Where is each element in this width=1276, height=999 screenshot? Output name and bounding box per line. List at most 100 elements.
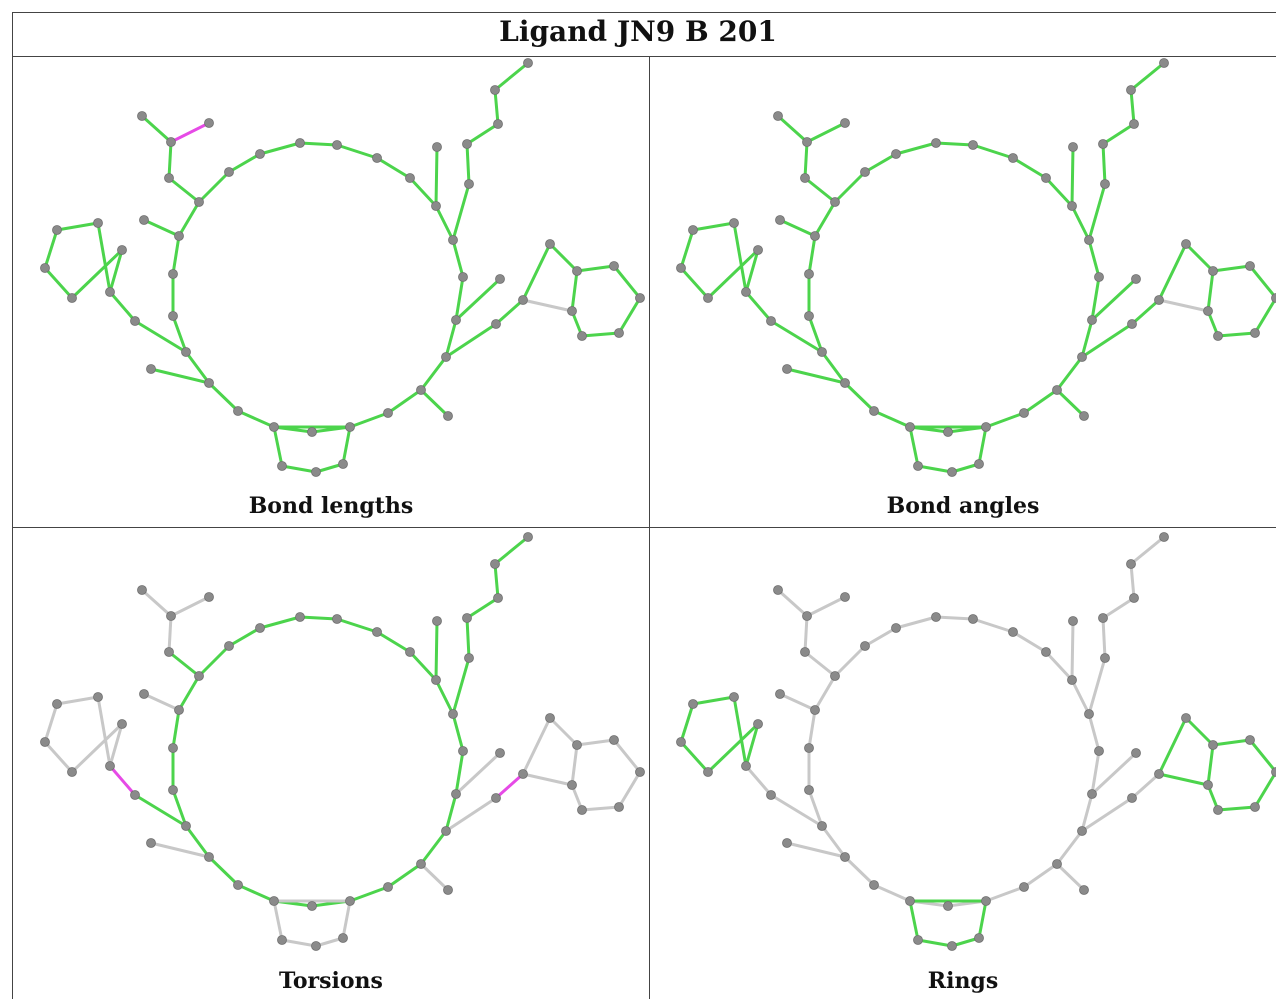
- rings-atom-t2: [1098, 613, 1108, 623]
- rings-atom-r16: [840, 852, 850, 862]
- bond-angles-atom-p3: [974, 459, 984, 469]
- rings-bond-i3-i4: [1206, 743, 1215, 787]
- bond-lengths-bond-r9-m2: [444, 322, 498, 359]
- rings-bond-i7-i8: [1216, 805, 1257, 812]
- bond-lengths-atom-r12: [345, 422, 355, 432]
- caption-bond-angles: Bond angles: [886, 493, 1040, 519]
- title-divider: [12, 56, 1276, 57]
- bond-angles-atom-i3: [1208, 266, 1218, 276]
- rings-bond-r23-r1: [894, 615, 938, 630]
- rings-bond-r7-r8: [1090, 749, 1101, 796]
- bond-lengths-bond-i1-i2: [521, 242, 552, 302]
- torsions-atom-r6: [448, 709, 458, 719]
- bond-lengths-atom-f6x: [117, 245, 127, 255]
- rings-bond-p3-r12: [977, 899, 988, 940]
- bond-angles-atom-f6x: [753, 245, 763, 255]
- bond-angles-atom-s1: [800, 173, 810, 183]
- bond-angles-bond-p3-r12: [977, 425, 988, 466]
- bond-lengths-atom-p1: [277, 461, 287, 471]
- rings-atom-p1: [913, 935, 923, 945]
- bond-lengths-atom-s2: [166, 137, 176, 147]
- bond-lengths-bond-r16-m5: [149, 367, 211, 385]
- bond-angles-atom-m5: [782, 364, 792, 374]
- torsions-bond-f5-f6x: [70, 722, 124, 774]
- torsions-bond-r19-r20: [171, 708, 181, 750]
- rings-bond-s2-s4: [805, 595, 847, 618]
- bond-lengths-atom-i6: [635, 293, 645, 303]
- torsions-bond-r8-m1: [454, 751, 502, 796]
- bond-lengths-atom-f4: [40, 263, 50, 273]
- torsions-bond-r10-r11: [386, 862, 423, 889]
- rings-bond-f1-f2: [732, 695, 748, 768]
- torsions-bond-r17-r18: [171, 788, 188, 828]
- bond-angles-bond-r6-t3: [1087, 182, 1107, 242]
- bond-lengths-atom-r13: [307, 427, 317, 437]
- bond-angles-bond-i6-i7: [1253, 296, 1276, 335]
- torsions-atom-r18: [168, 785, 178, 795]
- bond-lengths-atom-r6: [448, 235, 458, 245]
- rings-atom-t1: [1068, 616, 1078, 626]
- rings-atom-r2: [968, 614, 978, 624]
- rings-bond-i6-i7: [1253, 770, 1276, 809]
- bond-lengths-bond-s1-s2: [167, 140, 173, 180]
- bond-angles-bond-t5-t6: [1129, 61, 1166, 92]
- bond-lengths-bond-i4-i1: [521, 298, 574, 313]
- rings-atom-i6: [1271, 767, 1276, 777]
- bond-lengths-bond-f4-f5: [43, 266, 74, 300]
- bond-angles-atom-r16: [840, 378, 850, 388]
- bond-lengths-atom-t6: [523, 58, 533, 68]
- rings-atom-i3: [1208, 740, 1218, 750]
- bond-lengths-atom-m3: [443, 411, 453, 421]
- bond-lengths-atom-r18: [168, 311, 178, 321]
- bond-lengths-atom-r3: [372, 153, 382, 163]
- torsions-bond-r5-r6: [434, 678, 455, 716]
- rings-atom-s2: [802, 611, 812, 621]
- bond-lengths-bond-r20-m4: [142, 218, 181, 238]
- torsions-bond-r17-b1: [133, 793, 188, 828]
- torsions-atom-m2: [491, 793, 501, 803]
- bond-angles-atom-t4: [1129, 119, 1139, 129]
- torsions-bond-i1-i2: [521, 716, 552, 776]
- bond-lengths-atom-r4: [405, 173, 415, 183]
- molecule-bond-lengths: [40, 58, 645, 477]
- bond-angles-atom-r17: [817, 347, 827, 357]
- bond-lengths-bond-m2-i1: [494, 298, 525, 326]
- bond-angles-bond-r21-r22: [833, 170, 867, 204]
- bond-angles-bond-r17-b1: [769, 319, 824, 354]
- bond-lengths-bond-r21-s1: [167, 176, 201, 204]
- bond-angles-bond-r17-r18: [807, 314, 824, 354]
- rings-atom-s3: [773, 585, 783, 595]
- torsions-atom-r12: [345, 896, 355, 906]
- bond-lengths-bond-r9-r10: [419, 355, 448, 392]
- bond-lengths-bond-r14-p1: [272, 425, 284, 468]
- bond-angles-atom-r18: [804, 311, 814, 321]
- bond-lengths-bond-f1-f2: [96, 221, 112, 294]
- bond-angles-bond-r6-r7: [1087, 238, 1101, 279]
- bond-lengths-atom-t5: [490, 85, 500, 95]
- torsions-bond-f3-f4: [43, 702, 59, 744]
- rings-atom-r1: [931, 612, 941, 622]
- rings-atom-r20: [810, 705, 820, 715]
- bond-angles-atom-r8: [1087, 315, 1097, 325]
- panel-torsions: Torsions: [13, 528, 649, 999]
- bond-angles-bond-s1-s2: [803, 140, 809, 180]
- bond-angles-bond-r2-r3: [971, 143, 1015, 160]
- rings-bond-r16-m5: [785, 841, 847, 859]
- bond-lengths-bond-f5-f6x: [70, 248, 124, 300]
- torsions-bond-i7-i8: [580, 805, 621, 812]
- rings-bond-r21-s1: [803, 650, 837, 678]
- rings-bond-s1-s2: [803, 614, 809, 654]
- bond-lengths-atom-i8: [577, 331, 587, 341]
- torsions-bond-r8-r9: [444, 792, 458, 833]
- bond-angles-bond-r11-r12: [984, 411, 1026, 429]
- torsions-bond-r1-r2: [298, 615, 339, 621]
- bond-angles-bond-r5-r6: [1070, 204, 1091, 242]
- bond-angles-bond-b1-f1: [744, 290, 773, 323]
- bond-lengths-bond-r15-r16: [207, 381, 240, 413]
- bond-lengths-bond-i6-i7: [617, 296, 642, 335]
- bond-lengths-bond-t2-t4: [465, 122, 500, 146]
- bond-angles-bond-f5-f6x: [706, 248, 760, 300]
- torsions-bond-p3-r12: [341, 899, 352, 940]
- bond-lengths-bond-r6-t3: [451, 182, 471, 242]
- molecule-bond-angles: [676, 58, 1276, 477]
